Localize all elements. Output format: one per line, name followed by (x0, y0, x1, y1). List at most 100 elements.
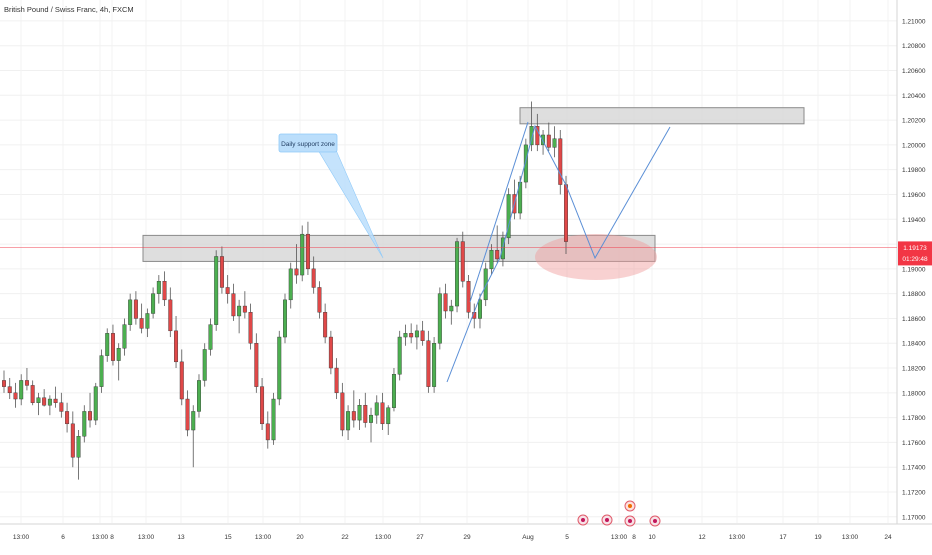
candle[interactable] (168, 287, 173, 338)
candle[interactable] (151, 287, 156, 319)
candle[interactable] (13, 382, 18, 408)
event-marker-icon[interactable] (649, 515, 661, 527)
candle[interactable] (99, 349, 104, 393)
candle[interactable] (277, 330, 282, 406)
candle[interactable] (105, 328, 110, 362)
event-marker-icon[interactable] (624, 500, 636, 512)
candle[interactable] (529, 101, 534, 152)
candle[interactable] (449, 299, 454, 325)
candle[interactable] (145, 308, 150, 338)
candle[interactable] (53, 386, 58, 408)
candle[interactable] (162, 271, 167, 307)
candle[interactable] (128, 293, 133, 331)
candle[interactable] (380, 392, 385, 431)
candle[interactable] (122, 318, 127, 356)
candle[interactable] (403, 324, 408, 346)
candle[interactable] (231, 283, 236, 321)
candle[interactable] (197, 374, 201, 418)
candle[interactable] (426, 330, 431, 393)
candle[interactable] (36, 392, 41, 416)
candle[interactable] (254, 333, 259, 393)
candle[interactable] (70, 411, 75, 468)
candle[interactable] (248, 303, 253, 350)
candle[interactable] (300, 225, 305, 282)
candle[interactable] (271, 392, 276, 445)
candle[interactable] (346, 405, 351, 440)
candle[interactable] (363, 392, 368, 428)
candle[interactable] (174, 315, 179, 369)
candle[interactable] (30, 380, 35, 406)
candle[interactable] (386, 405, 391, 435)
candle[interactable] (409, 323, 414, 344)
candle[interactable] (420, 320, 425, 346)
candle[interactable] (466, 275, 471, 319)
time-axis[interactable]: 13:00 6 13:00 8 13:00 13 15 13:00 20 22 13:00 27 29 A… (13, 534, 892, 541)
candle[interactable] (237, 299, 242, 334)
candle[interactable] (156, 275, 161, 304)
candle[interactable] (225, 275, 230, 304)
candle[interactable] (340, 382, 345, 437)
candle[interactable] (455, 237, 460, 313)
candle[interactable] (369, 407, 373, 443)
candle[interactable] (535, 113, 540, 152)
event-markers[interactable] (577, 500, 661, 527)
candle[interactable] (317, 281, 322, 319)
candle[interactable] (19, 374, 24, 406)
candle[interactable] (483, 262, 488, 307)
candle[interactable] (260, 377, 265, 431)
candle[interactable] (24, 368, 29, 391)
candle[interactable] (443, 283, 448, 319)
candle[interactable] (202, 343, 207, 387)
candle[interactable] (323, 303, 328, 344)
candle[interactable] (414, 324, 419, 350)
candle[interactable] (374, 395, 379, 424)
candle[interactable] (391, 368, 396, 412)
candle[interactable] (116, 343, 121, 381)
candle[interactable] (523, 138, 528, 189)
candle[interactable] (437, 287, 442, 350)
candle[interactable] (460, 231, 465, 288)
candle[interactable] (47, 395, 52, 416)
candle[interactable] (397, 330, 402, 381)
candle[interactable] (133, 291, 138, 325)
candle[interactable] (93, 382, 98, 426)
candle[interactable] (65, 402, 70, 433)
candle[interactable] (489, 244, 494, 276)
candle[interactable] (2, 370, 6, 393)
candle[interactable] (208, 318, 213, 356)
candle[interactable] (88, 392, 92, 428)
candle[interactable] (185, 390, 190, 437)
candle[interactable] (558, 130, 563, 195)
candle[interactable] (288, 262, 293, 309)
event-marker-icon[interactable] (624, 515, 636, 527)
candle[interactable] (546, 122, 551, 152)
candle[interactable] (265, 411, 270, 449)
candle[interactable] (328, 330, 333, 375)
candle[interactable] (305, 221, 310, 276)
candle[interactable] (334, 358, 339, 400)
candle[interactable] (219, 246, 224, 294)
candle[interactable] (294, 244, 299, 284)
candles[interactable] (2, 101, 568, 480)
candle[interactable] (283, 293, 287, 344)
candle[interactable] (82, 405, 87, 443)
candle[interactable] (478, 293, 482, 329)
candle[interactable] (495, 225, 500, 263)
candle[interactable] (432, 337, 437, 393)
candle[interactable] (59, 392, 64, 418)
candle[interactable] (311, 256, 316, 294)
candle[interactable] (242, 291, 247, 319)
candle[interactable] (191, 405, 196, 468)
candle[interactable] (42, 389, 47, 407)
candle[interactable] (552, 126, 557, 158)
event-marker-icon[interactable] (601, 514, 613, 526)
price-axis[interactable]: 1.21000 1.20800 1.20600 1.20400 1.20200 1.200… (902, 18, 926, 521)
event-marker-icon[interactable] (577, 514, 589, 526)
candle[interactable] (76, 430, 81, 480)
candle[interactable] (139, 303, 144, 334)
candle[interactable] (351, 390, 356, 428)
candle[interactable] (110, 324, 115, 366)
candle[interactable] (214, 250, 219, 331)
